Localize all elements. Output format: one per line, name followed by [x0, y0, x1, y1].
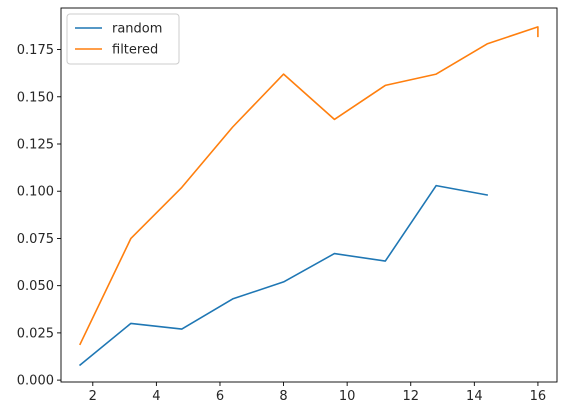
x-tick-label: 6: [216, 389, 224, 404]
y-tick-label: 0.050: [17, 279, 54, 294]
x-axis-ticks: 2 4 6 8 10 12 14 16: [89, 382, 547, 404]
legend-box: [66, 13, 180, 65]
y-tick-label: 0.100: [17, 185, 54, 200]
x-tick-label: 14: [466, 389, 483, 404]
series-line-random: [78, 184, 489, 367]
y-tick-label: 0.150: [17, 90, 54, 105]
y-tick-label: 0.075: [17, 232, 54, 247]
plot-area: [60, 7, 558, 383]
x-tick-label: 8: [279, 389, 287, 404]
y-tick-label: 0.125: [17, 138, 54, 153]
x-tick-label: 16: [530, 389, 547, 404]
x-tick-label: 2: [89, 389, 97, 404]
y-tick-label: 0.000: [17, 374, 54, 389]
series-line-filtered: [79, 26, 539, 346]
legend-label-random: random: [112, 22, 162, 37]
axes-frame: [60, 7, 558, 383]
y-tick-label: 0.025: [17, 326, 54, 341]
y-tick-label: 0.175: [17, 43, 54, 58]
x-tick-label: 10: [339, 389, 356, 404]
legend: random filtered: [66, 13, 180, 65]
legend-label-filtered: filtered: [112, 43, 158, 58]
x-tick-label: 4: [152, 389, 160, 404]
y-axis-ticks: 0.000 0.025 0.050 0.075 0.100 0.125 0.150 0.175: [17, 43, 61, 389]
x-tick-label: 12: [402, 389, 419, 404]
